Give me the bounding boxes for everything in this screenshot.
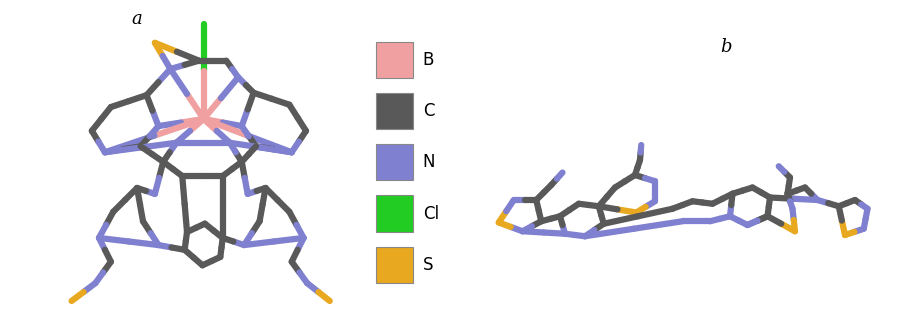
Bar [376,247,413,283]
Text: S: S [423,256,433,274]
Bar [376,195,413,232]
Text: b: b [720,38,732,56]
Bar [376,93,413,129]
Text: B: B [423,51,434,69]
Bar [376,144,413,180]
Text: a: a [131,10,142,28]
Bar [376,42,413,78]
Text: N: N [423,153,435,171]
Text: C: C [423,102,434,120]
Text: Cl: Cl [423,205,439,222]
